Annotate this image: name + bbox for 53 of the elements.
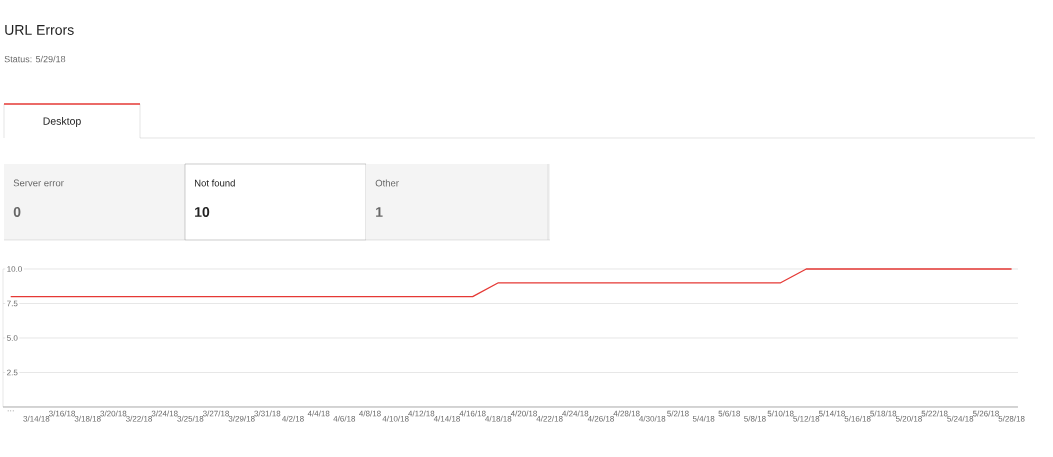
- x-tick-label: 3/25/18: [177, 415, 204, 422]
- chart-title: URL Errors: [5, 25, 74, 35]
- text: 10: [195, 207, 210, 217]
- x-tick-label: 5/6/18: [718, 410, 741, 417]
- text: Other: [375, 179, 399, 187]
- text: Desktop: [43, 117, 81, 127]
- x-tick-label: 5/18/18: [870, 410, 897, 417]
- x-tick-label: 5/24/18: [947, 415, 974, 422]
- x-tick-label: 5/8/18: [744, 415, 766, 422]
- x-tick-label: 5/20/18: [895, 415, 922, 422]
- chart-subtitle: Status: 5/29/18: [4, 55, 66, 63]
- x-tick-label: 5/2/18: [667, 410, 689, 417]
- text: Not found: [194, 179, 235, 187]
- x-tick-label: 4/8/18: [359, 410, 381, 417]
- x-tick-label: 3/20/18: [100, 410, 127, 417]
- x-tick-label: 5/28/18: [998, 415, 1025, 422]
- x-tick-label: 4/16/18: [459, 410, 486, 417]
- x-tick-label: 5/10/18: [767, 410, 794, 417]
- y-tick-label: 5.0: [7, 335, 18, 341]
- x-tick-label: 3/27/18: [202, 410, 230, 417]
- x-tick-label: 4/26/18: [587, 415, 614, 422]
- x-tick-label: 4/12/18: [408, 410, 435, 417]
- x-tick-label: 5/22/18: [921, 410, 948, 417]
- y-tick-label: 7.5: [7, 300, 18, 307]
- x-tick-label: 4/22/18: [536, 415, 563, 422]
- x-tick-label: 5/26/18: [972, 410, 999, 417]
- x-tick-label: 5/12/18: [793, 415, 820, 422]
- x-tick-label: 4/30/18: [639, 415, 666, 422]
- y-tick-label: 2.5: [7, 369, 18, 376]
- x-tick-label: 3/31/18: [254, 410, 281, 417]
- x-tick-label: 5/14/18: [818, 410, 845, 417]
- x-tick-label: 3/29/18: [228, 415, 255, 422]
- x-tick-label: 3/24/18: [151, 410, 178, 417]
- x-tick-label: 4/20/18: [510, 410, 537, 417]
- x-tick-label: 5/16/18: [844, 415, 871, 422]
- x-tick-label: …: [7, 410, 14, 412]
- x-tick-label: 4/2/18: [282, 415, 304, 422]
- text: 1: [376, 207, 383, 217]
- text: Server error: [13, 179, 64, 187]
- x-tick-label: 5/4/18: [692, 415, 715, 422]
- x-tick-label: 4/18/18: [485, 415, 512, 422]
- x-tick-label: 4/6/18: [333, 415, 356, 422]
- x-tick-label: 3/16/18: [48, 410, 76, 417]
- x-tick-label: 4/14/18: [433, 415, 460, 422]
- x-tick-label: 3/14/18: [23, 415, 50, 422]
- x-tick-label: 3/22/18: [125, 415, 153, 422]
- x-tick-label: 4/10/18: [382, 415, 409, 422]
- x-tick-label: 4/28/18: [613, 410, 640, 417]
- x-tick-label: 4/24/18: [562, 410, 589, 417]
- text: 0: [13, 207, 21, 217]
- y-tick-label: 10.0: [7, 266, 22, 272]
- x-tick-label: 4/4/18: [307, 410, 330, 417]
- x-tick-label: 3/18/18: [74, 415, 101, 422]
